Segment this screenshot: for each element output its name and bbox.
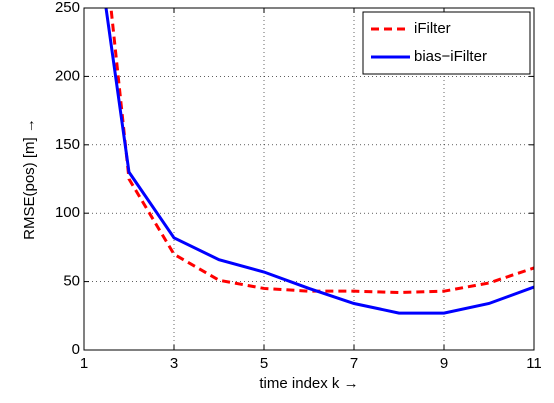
x-tick-label: 5 [260, 355, 268, 372]
y-tick-label: 100 [55, 204, 80, 221]
y-tick-label: 200 [55, 67, 80, 84]
x-tick-label: 9 [440, 355, 448, 372]
line-series [104, 8, 534, 315]
x-tick-label: 1 [80, 355, 88, 372]
x-tick-label: 3 [170, 355, 178, 372]
x-axis-label: time index k → [259, 375, 358, 392]
axes-box [83, 7, 535, 351]
x-tick-label: 11 [526, 355, 542, 372]
series-group [104, 8, 534, 315]
legend-label: iFilter [414, 20, 451, 37]
y-tick-label: 50 [63, 273, 80, 290]
legend-label: bias−iFilter [414, 48, 487, 65]
x-tick-label: 7 [350, 355, 358, 372]
legend-box [362, 11, 531, 75]
y-tick-label: 250 [55, 0, 80, 16]
y-tick-label: 0 [72, 341, 80, 358]
line-series [109, 8, 534, 295]
y-axis-label: RMSE(pos) [m] → [21, 118, 38, 240]
y-tick-label: 150 [55, 136, 80, 153]
